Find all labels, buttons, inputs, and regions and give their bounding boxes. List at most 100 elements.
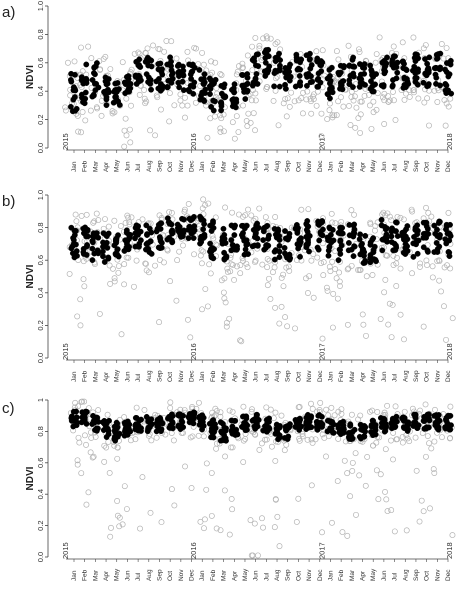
month-tick-label: Mar [349, 160, 356, 172]
open-point [348, 207, 355, 214]
open-point [189, 433, 196, 440]
filled-point [297, 66, 304, 73]
y-tick-label: 0.2 [36, 320, 45, 330]
filled-point [233, 426, 240, 433]
open-point [114, 455, 121, 462]
filled-point [197, 96, 204, 103]
filled-point [124, 431, 131, 438]
filled-point [410, 419, 417, 426]
open-point [185, 316, 191, 323]
filled-point [221, 427, 228, 434]
filled-point [434, 55, 441, 62]
filled-point [93, 418, 99, 425]
open-point [357, 129, 364, 136]
month-tick-label: Apr [360, 570, 367, 581]
open-point [344, 470, 351, 477]
open-point [352, 450, 359, 457]
filled-point [420, 244, 427, 251]
open-point [254, 552, 261, 559]
open-point [403, 90, 409, 97]
open-point [264, 256, 271, 263]
open-point [355, 46, 362, 53]
open-point [304, 88, 311, 95]
open-point [278, 412, 285, 419]
open-point [319, 47, 326, 54]
open-point [280, 283, 287, 290]
month-tick-label: Oct [424, 162, 431, 172]
open-point [272, 41, 279, 47]
open-point [105, 438, 112, 445]
open-point [330, 290, 337, 297]
filled-point [350, 253, 357, 260]
open-point [426, 122, 432, 129]
open-point [366, 102, 373, 109]
open-point [132, 436, 139, 443]
open-point [198, 260, 205, 267]
filled-point [261, 246, 268, 253]
open-point [114, 512, 121, 519]
open-point [133, 404, 140, 411]
open-point [106, 470, 113, 476]
filled-point [379, 247, 386, 254]
open-point [193, 45, 199, 52]
month-tick-label: May [370, 369, 377, 382]
open-point [119, 521, 126, 528]
filled-point [369, 88, 376, 95]
open-point [249, 67, 256, 74]
open-point [436, 277, 443, 284]
open-point [184, 48, 191, 55]
filled-point [372, 81, 378, 88]
filled-point [435, 426, 442, 433]
open-point [293, 519, 300, 525]
filled-point [112, 250, 119, 257]
open-point [299, 433, 306, 440]
open-point [443, 336, 449, 343]
open-point [418, 497, 425, 504]
filled-point [296, 80, 303, 87]
month-tick-label: Nov [178, 370, 185, 382]
filled-point [125, 81, 132, 88]
open-point [406, 94, 413, 100]
open-point [236, 211, 242, 218]
y-axis-label: NDVI [25, 466, 36, 490]
open-point [137, 525, 143, 532]
filled-point [383, 225, 390, 232]
filled-point [207, 222, 214, 229]
open-point [394, 254, 400, 261]
open-point [280, 271, 287, 278]
month-tick-label: May [242, 159, 249, 172]
open-point [381, 289, 388, 296]
filled-point [223, 253, 230, 260]
filled-point [220, 225, 227, 232]
filled-point [122, 425, 129, 432]
month-tick-label: Jan [327, 161, 334, 172]
open-point [199, 205, 206, 212]
filled-point [100, 253, 106, 260]
filled-point [189, 68, 196, 75]
open-point [168, 209, 175, 216]
open-point [441, 303, 447, 310]
open-point [206, 261, 213, 268]
open-point [89, 454, 96, 461]
open-point [224, 269, 231, 275]
open-point [300, 89, 307, 96]
open-point [390, 43, 397, 50]
open-point [335, 56, 342, 63]
filled-point [136, 62, 142, 68]
filled-point [100, 239, 106, 246]
y-tick-label: 0.0 [36, 353, 45, 363]
open-point [128, 102, 134, 109]
filled-point [423, 424, 430, 431]
open-point [422, 42, 429, 48]
month-tick-label: Jun [381, 161, 388, 172]
open-point [136, 91, 143, 98]
open-point [88, 55, 95, 62]
open-point [82, 117, 89, 124]
open-point [439, 434, 445, 441]
open-point [264, 282, 271, 289]
open-point [303, 96, 310, 103]
open-points [66, 196, 456, 345]
filled-point [82, 79, 89, 86]
open-point [392, 117, 399, 123]
